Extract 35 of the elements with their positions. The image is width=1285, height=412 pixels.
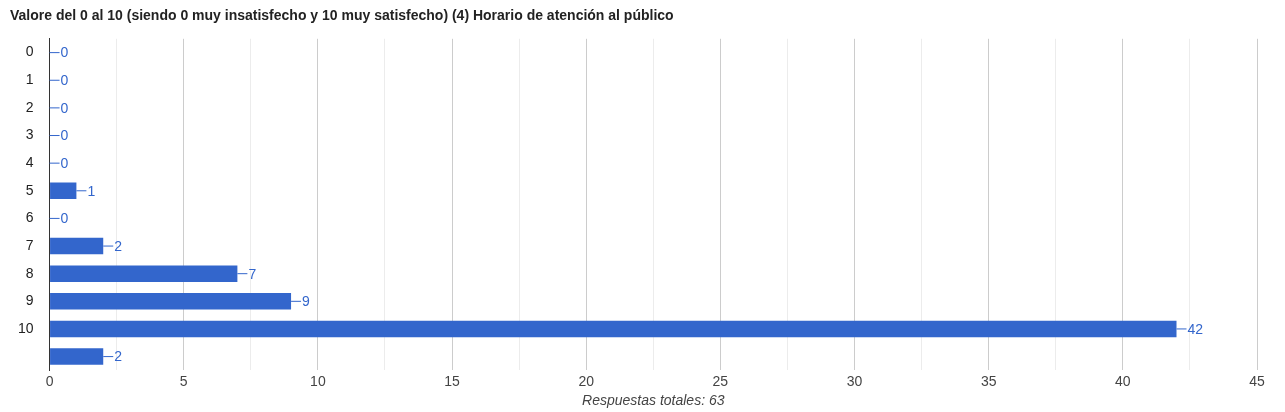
y-tick-label: 4 [25, 154, 34, 171]
y-tick-label: 5 [25, 181, 34, 198]
x-tick-label: 5 [179, 372, 188, 389]
chart-title: Valore del 0 al 10 (siendo 0 muy insatisfecho y 10 muy satisfecho) (4) Horario de atención al público [10, 7, 674, 24]
y-tick-label: 9 [25, 292, 34, 309]
y-tick-label: 1 [25, 71, 34, 88]
x-tick-label: 30 [846, 372, 863, 389]
data-label: 0 [60, 99, 69, 116]
y-tick-label: 0 [25, 43, 34, 60]
data-label: 9 [302, 293, 311, 310]
y-tick-label: 8 [25, 264, 34, 281]
x-tick-label: 45 [1249, 372, 1265, 389]
x-tick-label: 35 [980, 372, 997, 389]
data-label: 0 [60, 155, 69, 172]
x-tick-label: 40 [1115, 372, 1131, 389]
data-label: 7 [248, 265, 257, 282]
x-axis-title: Respuestas totales: 63 [582, 392, 725, 409]
data-label: 1 [87, 182, 96, 199]
data-label: 2 [114, 237, 123, 254]
data-label: 0 [60, 72, 69, 89]
y-tick-label: 6 [25, 209, 34, 226]
data-label: 0 [60, 127, 69, 144]
data-label: 2 [114, 348, 123, 365]
data-label: 0 [60, 44, 69, 61]
x-tick-label: 0 [45, 372, 54, 389]
x-tick-label: 20 [578, 372, 595, 389]
data-label: 42 [1187, 320, 1204, 337]
data-label: 0 [60, 210, 69, 227]
x-tick-label: 10 [310, 372, 326, 389]
x-tick-label: 15 [444, 372, 461, 389]
y-tick-label: 10 [17, 319, 34, 336]
y-tick-label: 2 [25, 98, 34, 115]
x-tick-label: 25 [712, 372, 729, 389]
y-tick-label: 7 [25, 236, 34, 253]
y-tick-label: 3 [25, 126, 34, 143]
